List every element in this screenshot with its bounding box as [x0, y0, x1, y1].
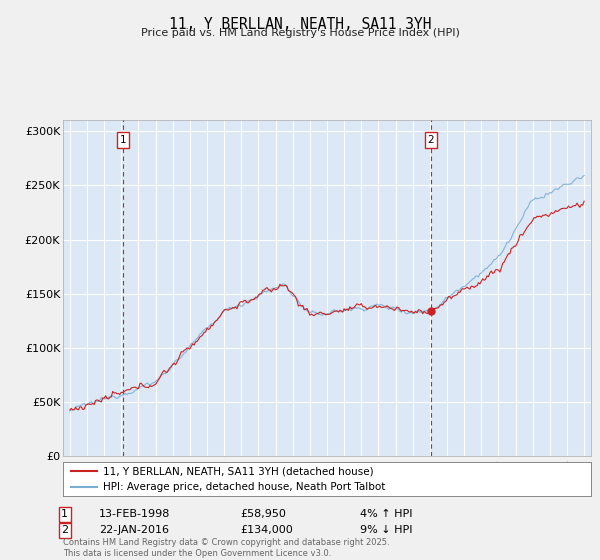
Text: Contains HM Land Registry data © Crown copyright and database right 2025.
This d: Contains HM Land Registry data © Crown c… — [63, 538, 389, 558]
Text: 11, Y BERLLAN, NEATH, SA11 3YH: 11, Y BERLLAN, NEATH, SA11 3YH — [169, 17, 431, 32]
Text: 9% ↓ HPI: 9% ↓ HPI — [360, 525, 413, 535]
Text: £134,000: £134,000 — [240, 525, 293, 535]
Text: 1: 1 — [61, 509, 68, 519]
Text: 22-JAN-2016: 22-JAN-2016 — [99, 525, 169, 535]
Text: 2: 2 — [61, 525, 68, 535]
Text: HPI: Average price, detached house, Neath Port Talbot: HPI: Average price, detached house, Neat… — [103, 482, 385, 492]
Text: £58,950: £58,950 — [240, 509, 286, 519]
Text: Price paid vs. HM Land Registry's House Price Index (HPI): Price paid vs. HM Land Registry's House … — [140, 28, 460, 38]
Text: 13-FEB-1998: 13-FEB-1998 — [99, 509, 170, 519]
Text: 4% ↑ HPI: 4% ↑ HPI — [360, 509, 413, 519]
Text: 2: 2 — [428, 135, 434, 145]
Text: 11, Y BERLLAN, NEATH, SA11 3YH (detached house): 11, Y BERLLAN, NEATH, SA11 3YH (detached… — [103, 466, 373, 476]
Text: 1: 1 — [120, 135, 127, 145]
